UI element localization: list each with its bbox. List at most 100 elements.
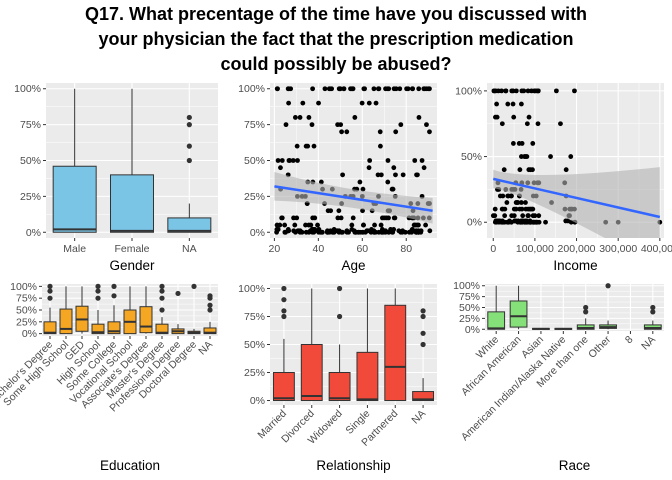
age-point <box>287 158 293 163</box>
chart-title-line-3: could possibly be abused? <box>220 54 452 74</box>
income-point <box>568 154 574 159</box>
age-point <box>277 222 283 228</box>
income-point <box>520 213 526 219</box>
age-point <box>286 86 292 92</box>
age-point <box>315 222 320 228</box>
age-point <box>344 129 350 135</box>
age-point <box>297 115 303 120</box>
age-point <box>378 172 384 178</box>
income-point <box>517 167 523 173</box>
gender-xtick-label: Male <box>63 243 86 255</box>
relationship-ytick-label: 25% <box>244 367 265 379</box>
relationship-outlier <box>336 313 343 320</box>
age-point <box>385 158 391 163</box>
age-point <box>396 228 402 234</box>
age-point <box>360 229 366 235</box>
gender-box <box>110 174 154 233</box>
age-point <box>322 86 328 92</box>
age-ytick-label: 100% <box>238 83 265 95</box>
education-box <box>59 308 73 335</box>
race-xtick-label: NA <box>639 334 658 353</box>
gender-xtick-label: Female <box>114 243 149 255</box>
age-point <box>295 158 300 163</box>
gender-ytick-label: 50% <box>20 155 41 167</box>
age-point <box>416 86 422 92</box>
education-xtick-label: NA <box>196 339 215 358</box>
income-xlabel: Income <box>553 258 597 273</box>
age-point <box>336 86 342 92</box>
relationship-outlier <box>420 341 426 348</box>
gender-panel: 0% 25% 50% 75% 100% Gender Male Female NA <box>14 83 218 273</box>
race-xtick-label: Other <box>586 333 613 360</box>
age-point <box>325 208 331 214</box>
education-outlier <box>207 302 213 308</box>
age-ytick-label: 25% <box>244 191 265 203</box>
gender-ytick-label: 0% <box>26 227 41 239</box>
income-point <box>511 213 517 219</box>
income-point <box>503 88 509 94</box>
income-point <box>519 141 525 146</box>
age-point <box>311 143 317 149</box>
age-point <box>414 172 419 178</box>
income-point <box>511 206 517 212</box>
relationship-box <box>272 372 295 402</box>
age-xlabel: Age <box>341 258 365 273</box>
income-point <box>494 101 500 107</box>
race-outlier <box>650 304 656 311</box>
age-point <box>388 226 393 232</box>
age-point <box>375 172 381 178</box>
income-point <box>518 200 524 205</box>
age-point <box>338 122 344 128</box>
race-xlabel: Race <box>559 458 591 473</box>
income-point <box>500 206 506 212</box>
income-point <box>501 167 507 173</box>
age-point <box>282 222 288 228</box>
income-point <box>504 200 510 205</box>
gender-box <box>167 217 212 233</box>
relationship-ytick-label: 75% <box>244 311 265 323</box>
race-outlier <box>583 309 589 315</box>
education-outlier <box>47 295 53 301</box>
education-box <box>91 323 105 335</box>
age-point <box>424 86 429 92</box>
race-ytick-label: 75% <box>459 291 480 303</box>
education-outlier <box>95 295 101 301</box>
age-point <box>371 86 377 92</box>
age-point <box>340 172 346 178</box>
age-point <box>352 115 358 120</box>
relationship-panel: 0%25%50%75%100%RelationshipMarriedDivorc… <box>238 283 437 473</box>
age-point <box>339 129 344 135</box>
age-point <box>350 215 356 221</box>
income-point <box>527 206 533 212</box>
age-point <box>421 165 427 171</box>
age-point <box>283 122 289 128</box>
education-xlabel: Education <box>100 458 160 473</box>
income-point <box>505 101 511 107</box>
age-point <box>377 129 383 135</box>
education-outlier <box>159 295 165 301</box>
relationship-xlabel: Relationship <box>316 458 390 473</box>
age-point <box>294 215 300 221</box>
gender-ytick-label: 75% <box>20 119 41 131</box>
age-point <box>292 115 298 120</box>
relationship-box <box>328 372 351 402</box>
age-point <box>309 122 315 128</box>
education-ytick-label: 75% <box>16 293 37 305</box>
gender-ytick-label: 100% <box>14 83 41 95</box>
gender-xtick-label: NA <box>182 243 197 255</box>
income-point <box>513 88 519 94</box>
gender-outlier <box>186 143 192 149</box>
age-point <box>361 222 366 228</box>
age-point <box>285 226 291 232</box>
age-xtick-label: 40 <box>312 243 324 255</box>
age-point <box>397 86 403 92</box>
age-point <box>424 122 429 128</box>
age-point <box>412 222 418 228</box>
income-point <box>572 88 577 94</box>
education-outlier <box>159 288 165 294</box>
chart-title-line-2: your physician the fact that the prescri… <box>98 29 574 49</box>
age-point <box>391 215 397 221</box>
age-point <box>427 228 433 234</box>
age-point <box>409 86 415 92</box>
relationship-outlier <box>281 297 287 303</box>
